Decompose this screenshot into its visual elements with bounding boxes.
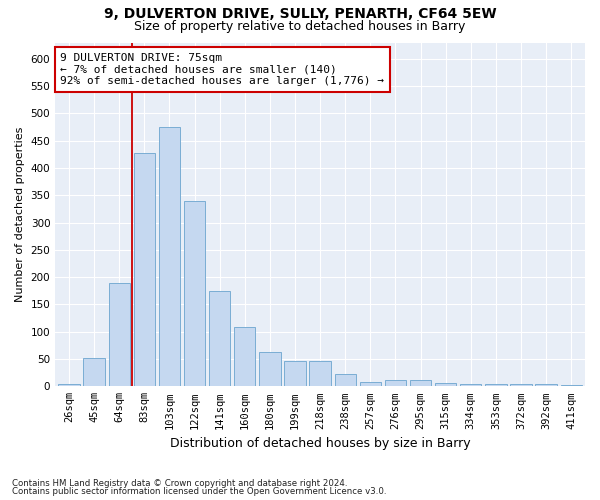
Bar — [159, 127, 180, 386]
Y-axis label: Number of detached properties: Number of detached properties — [15, 126, 25, 302]
X-axis label: Distribution of detached houses by size in Barry: Distribution of detached houses by size … — [170, 437, 470, 450]
Bar — [259, 352, 281, 386]
Bar — [510, 384, 532, 386]
Bar — [385, 380, 406, 386]
Bar — [359, 382, 381, 386]
Bar — [234, 328, 256, 386]
Bar — [435, 383, 457, 386]
Bar — [209, 291, 230, 386]
Bar — [184, 201, 205, 386]
Bar — [535, 384, 557, 386]
Text: Contains HM Land Registry data © Crown copyright and database right 2024.: Contains HM Land Registry data © Crown c… — [12, 478, 347, 488]
Bar — [58, 384, 80, 386]
Bar — [134, 152, 155, 386]
Bar — [485, 384, 506, 386]
Bar — [560, 384, 582, 386]
Bar — [109, 282, 130, 387]
Text: Contains public sector information licensed under the Open Government Licence v3: Contains public sector information licen… — [12, 487, 386, 496]
Text: 9 DULVERTON DRIVE: 75sqm
← 7% of detached houses are smaller (140)
92% of semi-d: 9 DULVERTON DRIVE: 75sqm ← 7% of detache… — [61, 53, 385, 86]
Bar — [460, 384, 481, 386]
Bar — [310, 360, 331, 386]
Bar — [83, 358, 105, 386]
Text: Size of property relative to detached houses in Barry: Size of property relative to detached ho… — [134, 20, 466, 33]
Bar — [335, 374, 356, 386]
Text: 9, DULVERTON DRIVE, SULLY, PENARTH, CF64 5EW: 9, DULVERTON DRIVE, SULLY, PENARTH, CF64… — [104, 8, 496, 22]
Bar — [410, 380, 431, 386]
Bar — [284, 360, 305, 386]
